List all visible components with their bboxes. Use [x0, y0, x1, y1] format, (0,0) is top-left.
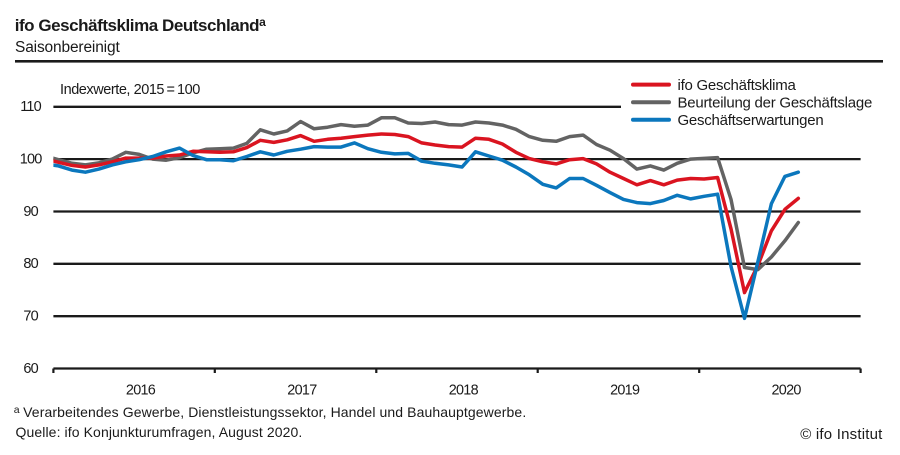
svg-text:110: 110: [20, 99, 41, 115]
svg-text:2019: 2019: [610, 382, 640, 398]
svg-text:100: 100: [20, 152, 43, 168]
svg-text:60: 60: [23, 361, 38, 377]
svg-text:2018: 2018: [449, 382, 479, 398]
svg-text:80: 80: [23, 256, 38, 272]
svg-text:Quelle: ifo Konjunkturumfragen: Quelle: ifo Konjunkturumfragen, August 2…: [16, 424, 303, 440]
svg-text:Indexwerte, 2015 = 100: Indexwerte, 2015 = 100: [60, 82, 200, 98]
svg-text:Saisonbereinigt: Saisonbereinigt: [15, 39, 120, 56]
svg-text:ifo Geschäftsklima Deutschland: ifo Geschäftsklima Deutschlanda: [15, 15, 266, 35]
svg-text:ifo Geschäftsklima: ifo Geschäftsklima: [678, 77, 797, 94]
svg-text:Beurteilung der Geschäftslage: Beurteilung der Geschäftslage: [678, 94, 873, 111]
svg-text:90: 90: [23, 204, 38, 220]
svg-text:2017: 2017: [287, 382, 317, 398]
svg-text:2020: 2020: [771, 382, 801, 398]
svg-text:70: 70: [23, 309, 38, 325]
svg-text:© ifo Institut: © ifo Institut: [800, 426, 883, 443]
svg-text:2016: 2016: [126, 382, 156, 398]
svg-text:Geschäftserwartungen: Geschäftserwartungen: [678, 112, 824, 129]
